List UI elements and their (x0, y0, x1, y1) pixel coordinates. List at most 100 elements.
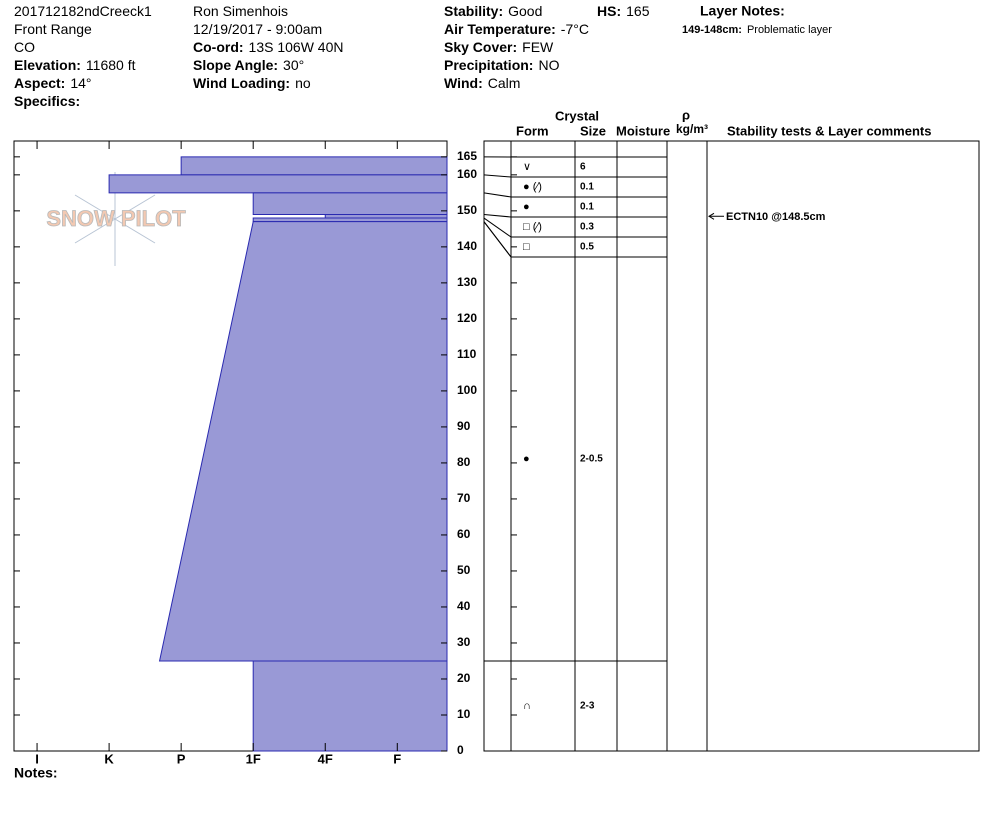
field-value: Good (508, 3, 542, 19)
field-value: 201712182ndCreeck1 (14, 3, 152, 19)
field-value: CO (14, 39, 35, 55)
layer-connector (483, 174, 512, 178)
y-tick-label: 140 (457, 239, 477, 253)
field-label: Elevation: (14, 57, 81, 73)
y-tick-label: 50 (457, 563, 471, 577)
x-tick-label: 4F (318, 751, 333, 766)
header-field: Co-ord: 13S 106W 40N (193, 39, 344, 55)
field-label: Specifics: (14, 93, 80, 109)
crystal-form: □ (⁄) (523, 221, 542, 233)
field-value: 14° (70, 75, 91, 91)
y-tick-label: 20 (457, 671, 471, 685)
header-crystal: Crystal (555, 108, 599, 123)
hardness-layer (252, 192, 448, 215)
x-tick-label: P (177, 751, 186, 766)
hardness-layer (324, 213, 448, 219)
field-label: Wind Loading: (193, 75, 290, 91)
layer-connector (483, 221, 512, 258)
header-field: Specifics: (14, 93, 80, 109)
header-field: Stability: Good (444, 3, 542, 19)
layer-connector (483, 213, 512, 218)
table-frame (483, 140, 980, 752)
header-field: CO (14, 39, 35, 55)
y-tick-label: 100 (457, 383, 477, 397)
field-value: 13S 106W 40N (249, 39, 344, 55)
field-value: Problematic layer (747, 24, 832, 36)
field-value: Calm (488, 75, 521, 91)
field-label: Slope Angle: (193, 57, 278, 73)
x-tick-label: I (35, 751, 39, 766)
header-size: Size (580, 123, 606, 138)
header-field: Slope Angle: 30° (193, 57, 304, 73)
x-tick-label: F (393, 751, 401, 766)
hardness-layer (180, 156, 448, 176)
field-value: -7°C (561, 21, 589, 37)
header-moisture: Moisture (616, 123, 670, 138)
header-form: Form (516, 123, 549, 138)
y-tick-label: 90 (457, 419, 471, 433)
header-field: Elevation: 11680 ft (14, 57, 136, 73)
x-tick-label: K (104, 751, 114, 766)
crystal-form: ● (⁄) (523, 181, 542, 193)
field-value: Front Range (14, 21, 92, 37)
crystal-size: 0.5 (580, 242, 594, 253)
crystal-form: ● (523, 453, 530, 465)
header-field: Wind Loading: no (193, 75, 311, 91)
field-label: Wind: (444, 75, 483, 91)
crystal-form: ∩ (523, 700, 531, 712)
field-value: FEW (522, 39, 554, 55)
field-label: Air Temperature: (444, 21, 556, 37)
header-field: Air Temperature: -7°C (444, 21, 589, 37)
crystal-size: 6 (580, 162, 586, 173)
crystal-size: 0.3 (580, 222, 594, 233)
hardness-layer (158, 221, 448, 662)
y-tick-label: 165 (457, 149, 477, 163)
field-label: HS: (597, 3, 621, 19)
header-field: Front Range (14, 21, 92, 37)
field-value: 12/19/2017 - 9:00am (193, 21, 322, 37)
watermark: SNOW PILOT (46, 206, 186, 231)
header-comments: Stability tests & Layer comments (727, 123, 931, 138)
field-value: 30° (283, 57, 304, 73)
y-tick-label: 160 (457, 167, 477, 181)
crystal-size: 2-3 (580, 701, 595, 712)
field-value: Ron Simenhois (193, 3, 288, 19)
field-label: Aspect: (14, 75, 65, 91)
header-field: Precipitation: NO (444, 57, 560, 73)
header-field: Wind: Calm (444, 75, 520, 91)
y-tick-label: 150 (457, 203, 477, 217)
header-field: Sky Cover: FEW (444, 39, 554, 55)
crystal-form: □ (523, 241, 530, 253)
field-value: NO (538, 57, 559, 73)
y-tick-label: 40 (457, 599, 471, 613)
layer-connector (483, 217, 512, 238)
hardness-layer (108, 174, 448, 194)
header-field: Ron Simenhois (193, 3, 288, 19)
y-tick-label: 130 (457, 275, 477, 289)
field-label: Co-ord: (193, 39, 244, 55)
crystal-form: ● (523, 201, 530, 213)
y-tick-label: 80 (457, 455, 471, 469)
crystal-size: 0.1 (580, 202, 594, 213)
x-tick-label: 1F (246, 751, 261, 766)
field-label: Sky Cover: (444, 39, 517, 55)
layer-notes-title: Layer Notes: (700, 3, 785, 19)
y-tick-label: 10 (457, 707, 471, 721)
y-tick-label: 0 (457, 743, 464, 757)
hardness-layer (252, 217, 448, 223)
field-label: Precipitation: (444, 57, 533, 73)
header-field: Aspect: 14° (14, 75, 92, 91)
header-field: 149-148cm: Problematic layer (682, 24, 832, 36)
field-value: 11680 ft (86, 57, 136, 73)
crystal-size: 2-0.5 (580, 454, 603, 465)
test-label: ECTN10 @148.5cm (726, 211, 826, 223)
crystal-form: ∨ (523, 161, 531, 173)
y-tick-label: 120 (457, 311, 477, 325)
y-tick-label: 30 (457, 635, 471, 649)
test-arrowhead (708, 212, 715, 220)
y-tick-label: 70 (457, 491, 471, 505)
field-label: 149-148cm: (682, 24, 742, 36)
header-field: 201712182ndCreeck1 (14, 3, 152, 19)
field-label: Stability: (444, 3, 503, 19)
